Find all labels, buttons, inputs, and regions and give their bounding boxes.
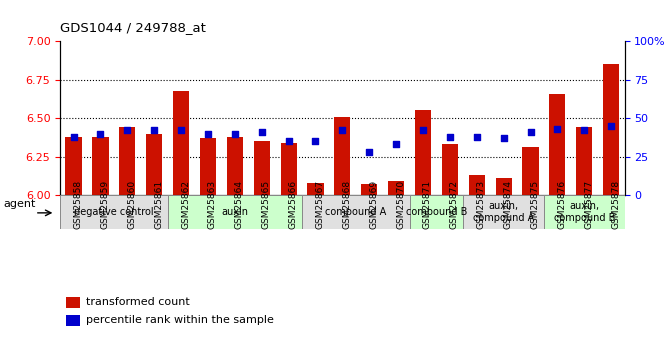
Text: GSM25869: GSM25869 <box>369 180 378 229</box>
Bar <box>200 138 216 195</box>
Text: GSM25864: GSM25864 <box>235 180 244 229</box>
Bar <box>409 195 464 229</box>
Point <box>444 134 455 139</box>
Bar <box>522 147 538 195</box>
Bar <box>361 184 377 195</box>
Bar <box>549 93 565 195</box>
Text: GSM25871: GSM25871 <box>423 180 432 229</box>
Text: GSM25873: GSM25873 <box>477 180 486 229</box>
Point <box>472 134 482 139</box>
Bar <box>576 127 593 195</box>
Point <box>525 129 536 135</box>
Point <box>310 138 321 144</box>
Bar <box>469 175 485 195</box>
Text: GSM25877: GSM25877 <box>584 180 593 229</box>
Text: transformed count: transformed count <box>86 297 189 307</box>
Point <box>552 126 562 132</box>
Bar <box>65 315 80 326</box>
Text: agent: agent <box>3 199 35 208</box>
Point <box>498 135 509 141</box>
Text: auxin,
compound B: auxin, compound B <box>554 201 615 223</box>
Point <box>68 134 79 139</box>
Bar <box>226 137 243 195</box>
Bar <box>302 195 409 229</box>
Text: GSM25875: GSM25875 <box>530 180 540 229</box>
Bar <box>388 181 404 195</box>
Bar <box>60 195 168 229</box>
Bar <box>334 117 351 195</box>
Text: GSM25859: GSM25859 <box>100 180 110 229</box>
Point <box>230 131 240 136</box>
Point <box>257 129 267 135</box>
Point <box>149 128 160 133</box>
Bar <box>92 137 108 195</box>
Text: GDS1044 / 249788_at: GDS1044 / 249788_at <box>60 21 206 34</box>
Bar <box>254 141 270 195</box>
Text: GSM25861: GSM25861 <box>154 180 163 229</box>
Point <box>364 149 375 155</box>
Bar <box>281 143 297 195</box>
Text: GSM25860: GSM25860 <box>128 180 136 229</box>
Bar <box>168 195 302 229</box>
Text: GSM25878: GSM25878 <box>611 180 620 229</box>
Bar <box>65 137 81 195</box>
Point <box>283 138 294 144</box>
Point <box>202 131 213 136</box>
Text: compound B: compound B <box>405 207 467 217</box>
Bar <box>120 127 136 195</box>
Point <box>337 128 347 133</box>
Point <box>95 131 106 136</box>
Bar <box>173 90 189 195</box>
Point <box>176 128 186 133</box>
Text: GSM25865: GSM25865 <box>262 180 271 229</box>
Text: GSM25858: GSM25858 <box>73 180 83 229</box>
Bar <box>496 178 512 195</box>
Point <box>122 128 133 133</box>
Text: percentile rank within the sample: percentile rank within the sample <box>86 315 273 325</box>
Text: GSM25866: GSM25866 <box>289 180 297 229</box>
Bar <box>464 195 544 229</box>
Text: GSM25868: GSM25868 <box>342 180 351 229</box>
Text: auxin: auxin <box>221 207 248 217</box>
Point <box>418 128 428 133</box>
Text: GSM25876: GSM25876 <box>557 180 566 229</box>
Text: GSM25874: GSM25874 <box>504 180 512 229</box>
Bar <box>307 183 323 195</box>
Bar <box>544 195 625 229</box>
Point <box>391 141 401 147</box>
Text: compound A: compound A <box>325 207 386 217</box>
Bar <box>65 297 80 308</box>
Bar <box>442 144 458 195</box>
Bar <box>146 134 162 195</box>
Text: GSM25862: GSM25862 <box>181 180 190 229</box>
Point <box>579 128 590 133</box>
Bar <box>603 65 619 195</box>
Point <box>606 123 617 129</box>
Text: negative control: negative control <box>74 207 154 217</box>
Bar <box>415 110 431 195</box>
Text: GSM25867: GSM25867 <box>315 180 325 229</box>
Text: GSM25870: GSM25870 <box>396 180 405 229</box>
Text: auxin,
compound A: auxin, compound A <box>473 201 534 223</box>
Text: GSM25863: GSM25863 <box>208 180 217 229</box>
Text: GSM25872: GSM25872 <box>450 180 459 229</box>
